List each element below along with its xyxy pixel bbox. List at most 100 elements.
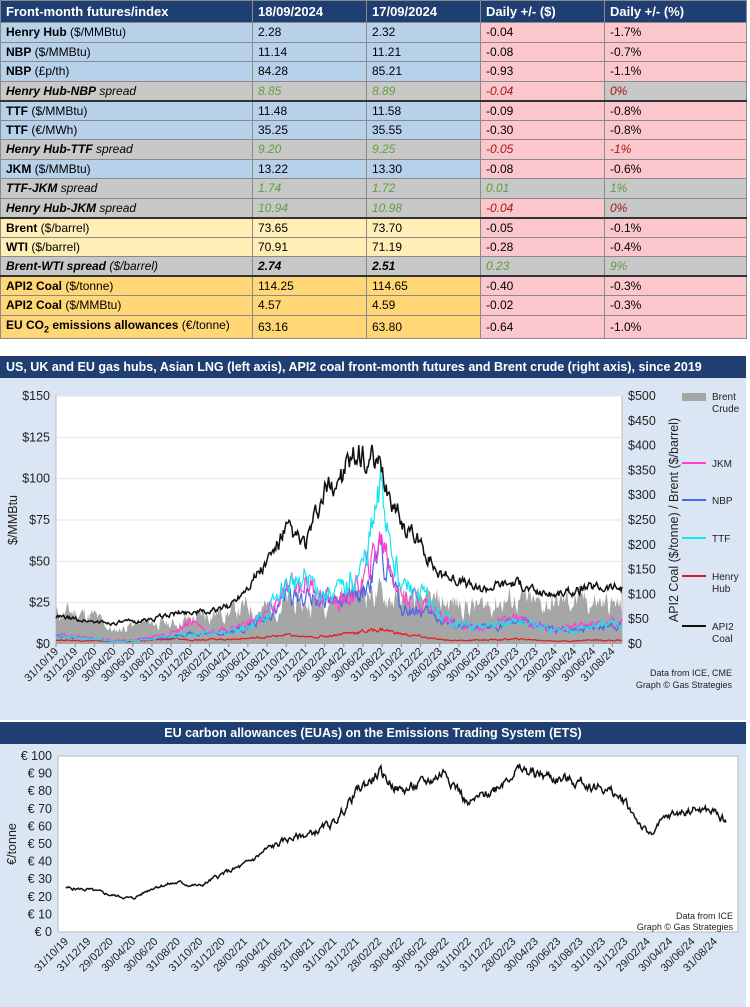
table-row: Henry Hub-TTF spread 9.20 9.25 -0.05 -1% <box>0 139 747 160</box>
cell-d: -0.04 <box>480 80 605 101</box>
cell-p: -0.6% <box>604 158 747 179</box>
y2-axis-label: API2 Coal ($/tonne) / Brent ($/barrel) <box>667 418 681 622</box>
legend-label-brent: Brent <box>712 392 736 403</box>
row-label: Henry Hub-NBP spread <box>0 80 253 101</box>
table-row: Brent-WTI spread ($/barrel) 2.74 2.51 0.23 9… <box>0 256 747 277</box>
row-label: NBP ($/MMBtu) <box>0 41 253 62</box>
cell-v2: 85.21 <box>366 61 481 82</box>
cell-d: -0.93 <box>480 61 605 82</box>
header-cell-3: Daily +/- ($) <box>480 0 605 23</box>
cell-v2: 73.70 <box>366 216 481 238</box>
cell-v1: 114.25 <box>252 275 367 296</box>
row-label: API2 Coal ($/tonne) <box>0 275 253 296</box>
cell-v2: 8.89 <box>366 80 481 101</box>
row-label: Henry Hub-TTF spread <box>0 139 253 160</box>
row-label: JKM ($/MMBtu) <box>0 158 253 179</box>
table-row: NBP (£p/th) 84.28 85.21 -0.93 -1.1% <box>0 61 747 82</box>
y2-tick-label: $350 <box>628 463 656 477</box>
y-tick-label: € 20 <box>28 890 52 904</box>
row-label: API2 Coal ($/MMBtu) <box>0 295 253 316</box>
cell-v1: 11.14 <box>252 41 367 62</box>
cell-p: 1% <box>604 178 747 199</box>
source-text: Data from ICE, CME <box>650 668 732 678</box>
cell-d: -0.40 <box>480 275 605 296</box>
cell-d: -0.30 <box>480 119 605 140</box>
table-row: EU CO2 emissions allowances (€/tonne) 63.… <box>0 314 747 339</box>
table-row: TTF (€/MWh) 35.25 35.55 -0.30 -0.8% <box>0 119 747 140</box>
y-tick-label: € 10 <box>28 907 52 921</box>
cell-d: -0.04 <box>480 22 605 43</box>
table-row: WTI ($/barrel) 70.91 71.19 -0.28 -0.4% <box>0 236 747 257</box>
y-tick-label: € 30 <box>28 872 52 886</box>
cell-v1: 11.48 <box>252 99 367 121</box>
legend-label: API2 <box>712 622 734 633</box>
row-label: WTI ($/barrel) <box>0 236 253 257</box>
plot-area-2 <box>57 755 739 933</box>
header-cell-4: Daily +/- (%) <box>604 0 747 23</box>
legend-label: TTF <box>712 534 730 545</box>
cell-v1: 73.65 <box>252 216 367 238</box>
cell-d: -0.04 <box>480 197 605 218</box>
cell-v1: 35.25 <box>252 119 367 140</box>
row-label: Brent ($/barrel) <box>0 216 253 238</box>
cell-p: -0.3% <box>604 295 747 316</box>
cell-v2: 9.25 <box>366 139 481 160</box>
table-header: Front-month futures/index 18/09/2024 17/09… <box>0 0 747 23</box>
row-label: TTF-JKM spread <box>0 178 253 199</box>
row-label: Brent-WTI spread ($/barrel) <box>0 256 253 277</box>
cell-p: -1.0% <box>604 314 747 339</box>
y2-tick-label: $50 <box>628 612 649 626</box>
cell-v2: 11.58 <box>366 99 481 121</box>
cell-p: -0.1% <box>604 216 747 238</box>
cell-p: 0% <box>604 197 747 218</box>
cell-v1: 70.91 <box>252 236 367 257</box>
cell-v2: 63.80 <box>366 314 481 339</box>
series-eua <box>65 763 727 900</box>
table-row: Henry Hub ($/MMBtu) 2.28 2.32 -0.04 -1.7% <box>0 22 747 43</box>
y2-tick-label: $0 <box>628 637 642 651</box>
table-row: TTF ($/MMBtu) 11.48 11.58 -0.09 -0.8% <box>0 99 747 121</box>
y2-tick-label: $500 <box>628 389 656 403</box>
cell-v2: 11.21 <box>366 41 481 62</box>
legend-swatch <box>682 393 706 401</box>
cell-d: -0.05 <box>480 139 605 160</box>
header-cell-2: 17/09/2024 <box>366 0 481 23</box>
table-row: API2 Coal ($/MMBtu) 4.57 4.59 -0.02 -0.3% <box>0 295 747 316</box>
y-axis-label: $/MMBtu <box>6 495 20 545</box>
cell-v2: 35.55 <box>366 119 481 140</box>
header-cell-0: Front-month futures/index <box>0 0 253 23</box>
y-tick-label: € 90 <box>28 767 52 781</box>
source-text-c2-2: Graph © Gas Strategies <box>637 922 734 932</box>
y-tick-label: $100 <box>22 472 50 486</box>
table-row: Henry Hub-NBP spread 8.85 8.89 -0.04 0% <box>0 80 747 101</box>
series-api2-coal <box>55 444 623 627</box>
table-row: JKM ($/MMBtu) 13.22 13.30 -0.08 -0.6% <box>0 158 747 179</box>
cell-v2: 2.51 <box>366 256 481 277</box>
y-tick-label: $50 <box>29 554 50 568</box>
cell-v1: 8.85 <box>252 80 367 101</box>
table-row: API2 Coal ($/tonne) 114.25 114.65 -0.40 -0.3… <box>0 275 747 296</box>
cell-p: -0.8% <box>604 99 747 121</box>
row-label: TTF ($/MMBtu) <box>0 99 253 121</box>
row-label: TTF (€/MWh) <box>0 119 253 140</box>
y-tick-label: € 50 <box>28 837 52 851</box>
row-label: Henry Hub ($/MMBtu) <box>0 22 253 43</box>
cell-v2: 10.98 <box>366 197 481 218</box>
prices-table: Front-month futures/index 18/09/2024 17/09… <box>0 0 747 339</box>
cell-v2: 1.72 <box>366 178 481 199</box>
chart2-svg: € 0 € 10 € 20 € 30 € 40 € 50 € 60 € 70 € 80 € 90 €… <box>0 744 746 1007</box>
y-tick-label: € 60 <box>28 819 52 833</box>
cell-p: -0.7% <box>604 41 747 62</box>
y2-tick-label: $300 <box>628 488 656 502</box>
series-jkm <box>55 531 623 643</box>
header-cell-1: 18/09/2024 <box>252 0 367 23</box>
table-row: Brent ($/barrel) 73.65 73.70 -0.05 -0.1% <box>0 216 747 238</box>
cell-v1: 63.16 <box>252 314 367 339</box>
cell-p: -0.8% <box>604 119 747 140</box>
y2-tick-label: $200 <box>628 538 656 552</box>
source-text-2: Graph © Gas Strategies <box>636 680 733 690</box>
cell-v2: 2.32 <box>366 22 481 43</box>
cell-v1: 1.74 <box>252 178 367 199</box>
cell-d: -0.64 <box>480 314 605 339</box>
cell-p: -1% <box>604 139 747 160</box>
